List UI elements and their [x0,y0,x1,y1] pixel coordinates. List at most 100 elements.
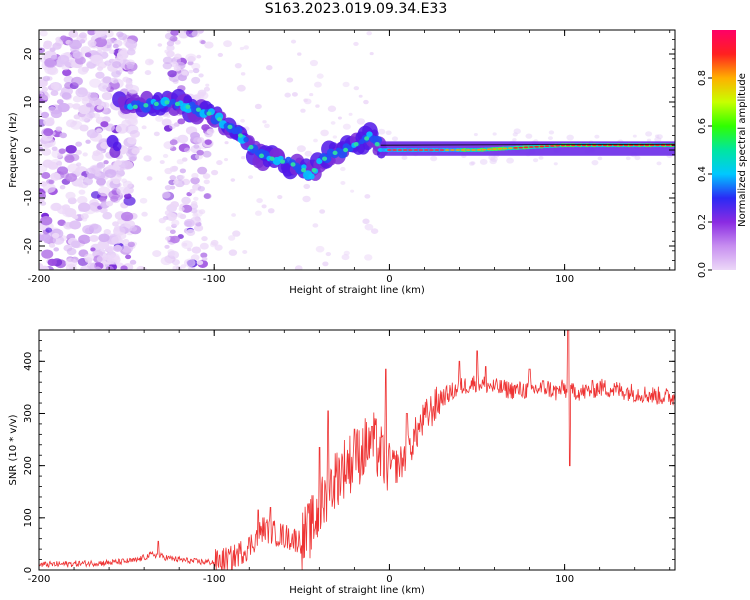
spectrogram-cell [316,73,324,79]
spectrogram-cell [39,163,48,173]
spectrogram-cell [47,258,57,267]
spectrogram-cell [214,244,223,251]
spectrogram-cell [39,109,42,115]
spectrogram-cell [111,70,121,78]
spectrogram-cell [183,147,191,153]
spectrogram-cell [444,149,450,151]
spectrogram-cell [102,211,113,220]
spectrogram-cell [59,185,66,190]
spectrogram-cell [170,30,180,36]
spectrogram-cell [41,249,54,259]
spectrogram-cell [104,60,112,66]
spectrogram-cell [106,38,115,45]
spectrogram-cell [315,104,320,108]
spectrogram-cell [320,129,329,137]
spectrogram-cell [87,30,96,36]
spectrogram-cell [549,144,555,147]
spectrogram-cell [98,233,110,243]
y-tick-label: 300 [23,404,34,423]
spectrogram-cell [75,141,83,147]
colorbar-ticks: 0.0 0.2 0.4 0.6 0.8 [697,70,712,278]
spectrogram-cell [98,82,111,92]
spectrogram-cell [78,234,91,245]
spectrogram-cell [43,40,53,48]
spectrogram-cell [528,146,534,148]
spectrogram-cell [174,53,182,60]
spectrogram-cell [170,185,176,190]
spectrogram-cell [377,128,386,135]
spectrogram-cell [429,149,434,151]
x-tick-label: -100 [203,574,226,585]
spectrogram-cell [59,132,67,139]
spectrogram-cell [507,147,513,150]
spectrogram-cell [197,185,205,192]
spectrogram-cell [96,178,106,186]
spectrogram-cell [290,39,297,44]
spectrogram-cell [44,57,57,68]
spectrogram-cell [240,118,245,123]
spectrogram-cell [95,71,105,79]
spectrogram-cell [197,166,208,175]
spectrogram-cell [248,175,254,180]
spectrogram-cell [346,145,354,152]
spectrogram-cell [75,149,82,155]
spectrogram-cell [471,149,476,151]
spectrogram-cell [364,223,374,231]
spectrogram-cell [87,173,95,179]
spectrogram-cell [94,30,107,37]
spectrogram-cell [660,144,666,147]
spectrogram-cell [183,218,195,228]
snr-x-ticks: -200 -100 0 100 [28,330,671,585]
spectrogram-cell [49,47,56,53]
spectrogram-cell [63,75,74,84]
spectrogram-cell [87,92,99,101]
spectrogram-cell [185,104,191,110]
spectrogram-cell [174,39,181,45]
spectrogram-cell [665,144,671,147]
spectrogram-cell [303,98,308,103]
spectrogram-cell [191,172,199,179]
spectrogram-cell [164,244,170,249]
spectrogram-cell [502,147,508,150]
spectrogram-cell [280,159,286,164]
spectrogram-cell [69,39,82,50]
spectrogram-cell [40,215,53,226]
spectrogram-cell [374,142,380,147]
spectrogram-cell [72,95,82,103]
chart-title: S163.2023.019.09.34.E33 [264,1,448,17]
spectrogram-cell [136,265,146,270]
spectrogram-cell [597,156,603,161]
spectrogram-cell [62,207,75,218]
spectrogram-cell [50,109,63,119]
spectrogram-cell [330,121,336,125]
spectrogram-cell [216,160,223,166]
spectrogram-cell [473,132,478,137]
spectrogram-cell [418,149,424,151]
spectrogram-cell [644,144,650,147]
spectrogram-cell [234,126,243,135]
spectrogram-cell [112,141,122,152]
spectrogram-cell [234,62,242,69]
spectrogram-cell [193,137,203,145]
spectrogram-cell [239,46,245,51]
spectrogram-cell [155,115,164,122]
spectrogram-cell [82,177,94,186]
spectrogram-cell [340,181,346,185]
spectrogram-cell [57,102,70,113]
snr-y-ticks: 0 100 200 300 400 [23,329,675,573]
spectrogram-cell [48,179,55,185]
spectrogram-cell [97,186,111,197]
spectrogram-cell [166,114,171,118]
spectrogram-cell [122,239,130,245]
spectrogram-cell [86,102,92,108]
spectrogram-cell [64,61,72,67]
spectrogram-cell [227,124,233,130]
y-tick-label: -20 [23,238,34,254]
spectrogram-cell [51,232,60,239]
colorbar-gradient [712,30,736,270]
spectrogram-cell [183,258,196,268]
spectrogram-cell [126,48,136,56]
spectrogram-cell [402,149,408,151]
spectrogram-cell [203,179,210,185]
